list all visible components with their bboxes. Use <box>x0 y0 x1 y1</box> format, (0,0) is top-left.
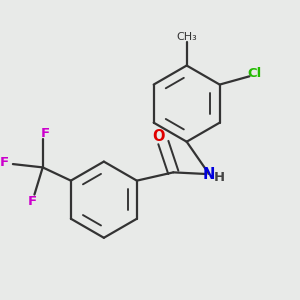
Text: N: N <box>203 167 215 182</box>
Text: F: F <box>28 195 37 208</box>
Text: CH₃: CH₃ <box>177 32 197 42</box>
Text: Cl: Cl <box>248 67 262 80</box>
Text: F: F <box>0 156 9 169</box>
Text: H: H <box>213 172 225 184</box>
Text: O: O <box>152 129 165 144</box>
Text: F: F <box>40 127 50 140</box>
